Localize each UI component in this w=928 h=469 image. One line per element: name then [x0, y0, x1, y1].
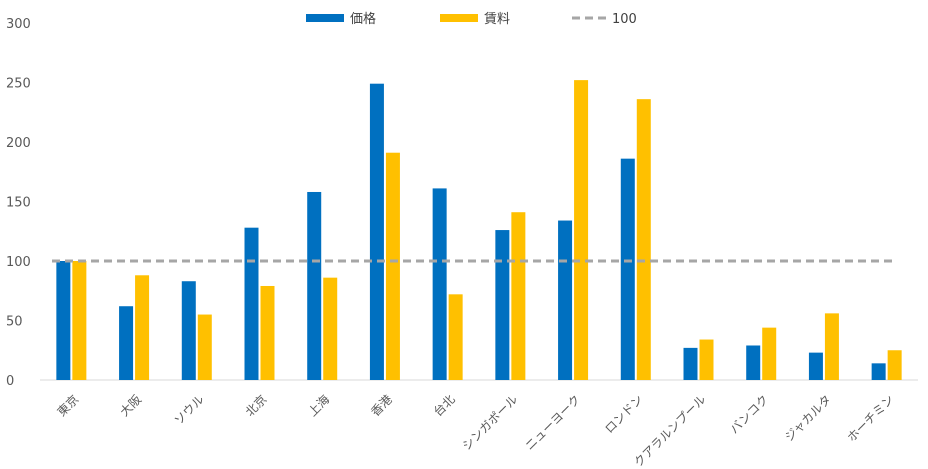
bar-rent [448, 294, 463, 380]
y-tick-label: 0 [6, 374, 14, 389]
category-label: 東京 [55, 392, 82, 419]
category-label: ホーチミン [844, 392, 896, 444]
category-label: 台北 [430, 392, 458, 420]
bar-price [558, 220, 573, 380]
bars [56, 80, 902, 381]
bar-rent [762, 327, 777, 380]
bar-price [244, 227, 259, 380]
bar-price [119, 306, 134, 380]
bar-price [746, 345, 761, 380]
bar-price [307, 191, 322, 380]
legend-label-price: 価格 [350, 11, 376, 27]
bar-price [369, 83, 384, 380]
y-tick-label: 150 [6, 196, 31, 211]
bar-rent [511, 212, 526, 380]
bar-price [683, 347, 698, 380]
bar-price [871, 363, 886, 380]
y-tick-label: 200 [6, 136, 31, 151]
bar-rent [197, 314, 212, 380]
category-label: 大阪 [117, 392, 144, 419]
category-label: 北京 [243, 392, 270, 419]
y-tick-label: 300 [6, 17, 31, 32]
bar-price [56, 261, 71, 380]
category-label: 香港 [368, 392, 395, 419]
y-tick-label: 250 [6, 77, 31, 92]
bar-price [808, 352, 823, 380]
category-label: シンガポール [460, 392, 521, 453]
bar-price [495, 230, 510, 380]
bar-price [432, 188, 447, 380]
category-label: ソウル [172, 392, 207, 427]
category-label: ニューヨーク [522, 392, 583, 453]
category-label: ジャカルタ [782, 392, 834, 444]
legend-label-reference: 100 [612, 12, 637, 27]
bar-rent [824, 313, 839, 380]
bar-rent [699, 339, 714, 380]
legend-swatch-rent [440, 14, 478, 22]
bar-price [181, 281, 196, 380]
y-tick-label: 50 [6, 315, 23, 330]
bar-rent [385, 152, 400, 380]
category-labels: 東京 大阪 ソウル 北京 上海 香港 台北 シンガポール ニューヨーク ロンドンクアラルンプールバ… [55, 392, 897, 469]
category-label: ロンドン [602, 392, 646, 436]
bar-rent [260, 285, 275, 380]
bar-rent [72, 261, 87, 380]
bar-rent [323, 277, 338, 380]
category-label: バンコク [727, 392, 771, 436]
bar-rent [574, 80, 589, 381]
bar-rent [887, 350, 902, 380]
bar-rent [135, 275, 150, 380]
bar-rent [636, 99, 651, 380]
legend-swatch-price [306, 14, 344, 22]
legend-label-rent: 賃料 [484, 12, 510, 27]
y-tick-label: 100 [6, 255, 31, 270]
category-label: 上海 [305, 392, 333, 420]
legend: 価格 賃料 100 [306, 11, 637, 27]
bar-price [620, 158, 635, 380]
y-axis-ticks: 0 50 100 150 200 250 300 [6, 17, 31, 389]
